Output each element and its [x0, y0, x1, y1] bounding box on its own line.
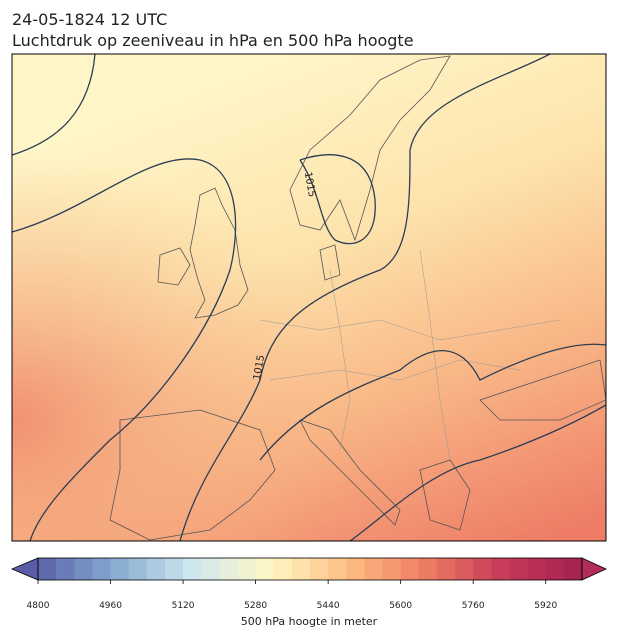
- colorbar-tick-label: 5920: [534, 601, 557, 611]
- title-line-2: Luchtdruk op zeeniveau in hPa en 500 hPa…: [12, 31, 414, 50]
- colorbar-segment: [455, 558, 474, 580]
- colorbar-segment: [56, 558, 75, 580]
- colorbar-segment: [273, 558, 293, 580]
- colorbar-segment: [346, 558, 365, 580]
- colorbar-segment: [183, 558, 202, 580]
- colorbar-frame: [37, 557, 583, 581]
- colorbar-over: [581, 557, 607, 581]
- colorbar-segment: [436, 558, 456, 580]
- colorbar-segment: [74, 558, 93, 580]
- colorbar-segment: [110, 558, 129, 580]
- colorbar-tick-label: 5120: [172, 601, 195, 611]
- colorbar-segment: [164, 558, 184, 580]
- colorbar-segment: [545, 558, 565, 580]
- contour-label: 1015: [252, 354, 267, 381]
- colorbar-segment: [128, 558, 148, 580]
- colorbar-segment: [418, 558, 438, 580]
- colorbar-segment: [310, 558, 329, 580]
- colorbar-under: [10, 557, 39, 581]
- title-line-1: 24-05-1824 12 UTC: [12, 10, 167, 29]
- map: 1015 1015: [12, 54, 606, 541]
- colorbar-segment: [38, 558, 57, 580]
- colorbar-segment: [328, 558, 347, 580]
- colorbar-segment: [237, 558, 256, 580]
- colorbar-segment: [219, 558, 238, 580]
- colorbar-label: 500 hPa hoogte in meter: [241, 615, 378, 628]
- colorbar-segment: [291, 558, 311, 580]
- colorbar-segment: [364, 558, 383, 580]
- colorbar-tick-label: 5440: [317, 601, 340, 611]
- colorbar-segment: [473, 558, 492, 580]
- colorbar-segment: [382, 558, 401, 580]
- colorbar-segment: [255, 558, 275, 580]
- colorbar-segment: [201, 558, 220, 580]
- colorbar-tick-label: 5280: [244, 601, 267, 611]
- colorbar-tick-label: 5760: [462, 601, 485, 611]
- colorbar-segment: [400, 558, 420, 580]
- colorbar-segment: [527, 558, 547, 580]
- contour-label: 1015: [302, 171, 317, 198]
- colorbar-segment: [146, 558, 166, 580]
- colorbar-segment: [92, 558, 111, 580]
- colorbar-segment: [563, 558, 583, 580]
- colorbar-tick-label: 4800: [27, 601, 50, 611]
- colorbar: 4800 4960 5120 5280 5440 5600 5760 5920: [10, 557, 607, 611]
- colorbar-segment: [491, 558, 510, 580]
- colorbar-tick-label: 5600: [389, 601, 412, 611]
- colorbar-tick-label: 4960: [99, 601, 122, 611]
- colorbar-segment: [509, 558, 528, 580]
- map-frame: [11, 53, 607, 542]
